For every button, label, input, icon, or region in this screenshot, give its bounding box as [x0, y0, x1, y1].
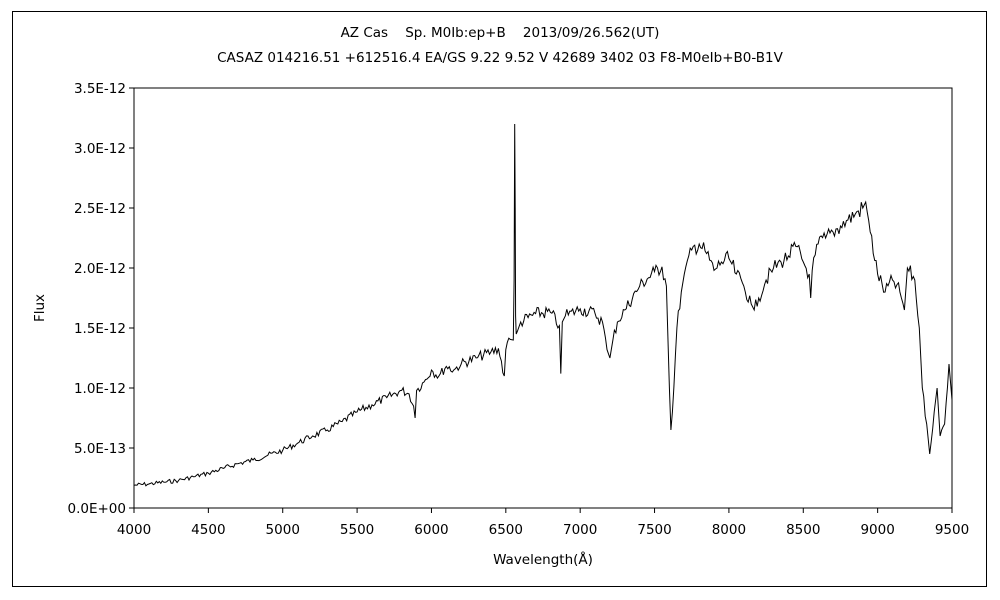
- x-axis-label: Wavelength(Å): [493, 551, 593, 568]
- x-tick-label: 7500: [637, 522, 671, 538]
- x-tick-label: 5000: [266, 522, 300, 538]
- x-tick-label: 4000: [117, 522, 151, 538]
- y-axis: 0.0E+00 5.0E-13 1.0E-12 1.5E-12 2.0E-12 2.5E-…: [68, 81, 134, 517]
- y-tick-label: 2.0E-12: [74, 261, 126, 277]
- y-axis-label: Flux: [32, 294, 48, 322]
- x-tick-label: 6000: [414, 522, 448, 538]
- y-tick-label: 3.0E-12: [74, 141, 126, 157]
- x-tick-label: 4500: [191, 522, 225, 538]
- x-tick-label: 9000: [860, 522, 894, 538]
- x-axis: 4000 4500 5000 5500 6000 6500 7000 7500 8000 8500…: [117, 508, 969, 538]
- series-line: [133, 123, 953, 487]
- plot-area: [133, 87, 953, 509]
- chart-title: AZ Cas Sp. M0Ib:ep+B 2013/09/26.562(UT): [340, 25, 660, 41]
- x-tick-label: 9500: [935, 522, 969, 538]
- y-tick-label: 3.5E-12: [74, 81, 126, 97]
- x-tick-label: 6500: [489, 522, 523, 538]
- y-tick-label: 0.0E+00: [68, 501, 127, 517]
- x-tick-label: 8500: [786, 522, 820, 538]
- x-tick-label: 5500: [340, 522, 374, 538]
- y-tick-label: 2.5E-12: [74, 201, 126, 217]
- chart-frame: [12, 11, 987, 587]
- y-tick-label: 1.0E-12: [74, 381, 126, 397]
- x-tick-label: 7000: [563, 522, 597, 538]
- y-tick-label: 1.5E-12: [74, 321, 126, 337]
- chart-subtitle: CASAZ 014216.51 +612516.4 EA/GS 9.22 9.5…: [217, 50, 783, 66]
- y-tick-label: 5.0E-13: [74, 441, 126, 457]
- x-tick-label: 8000: [712, 522, 746, 538]
